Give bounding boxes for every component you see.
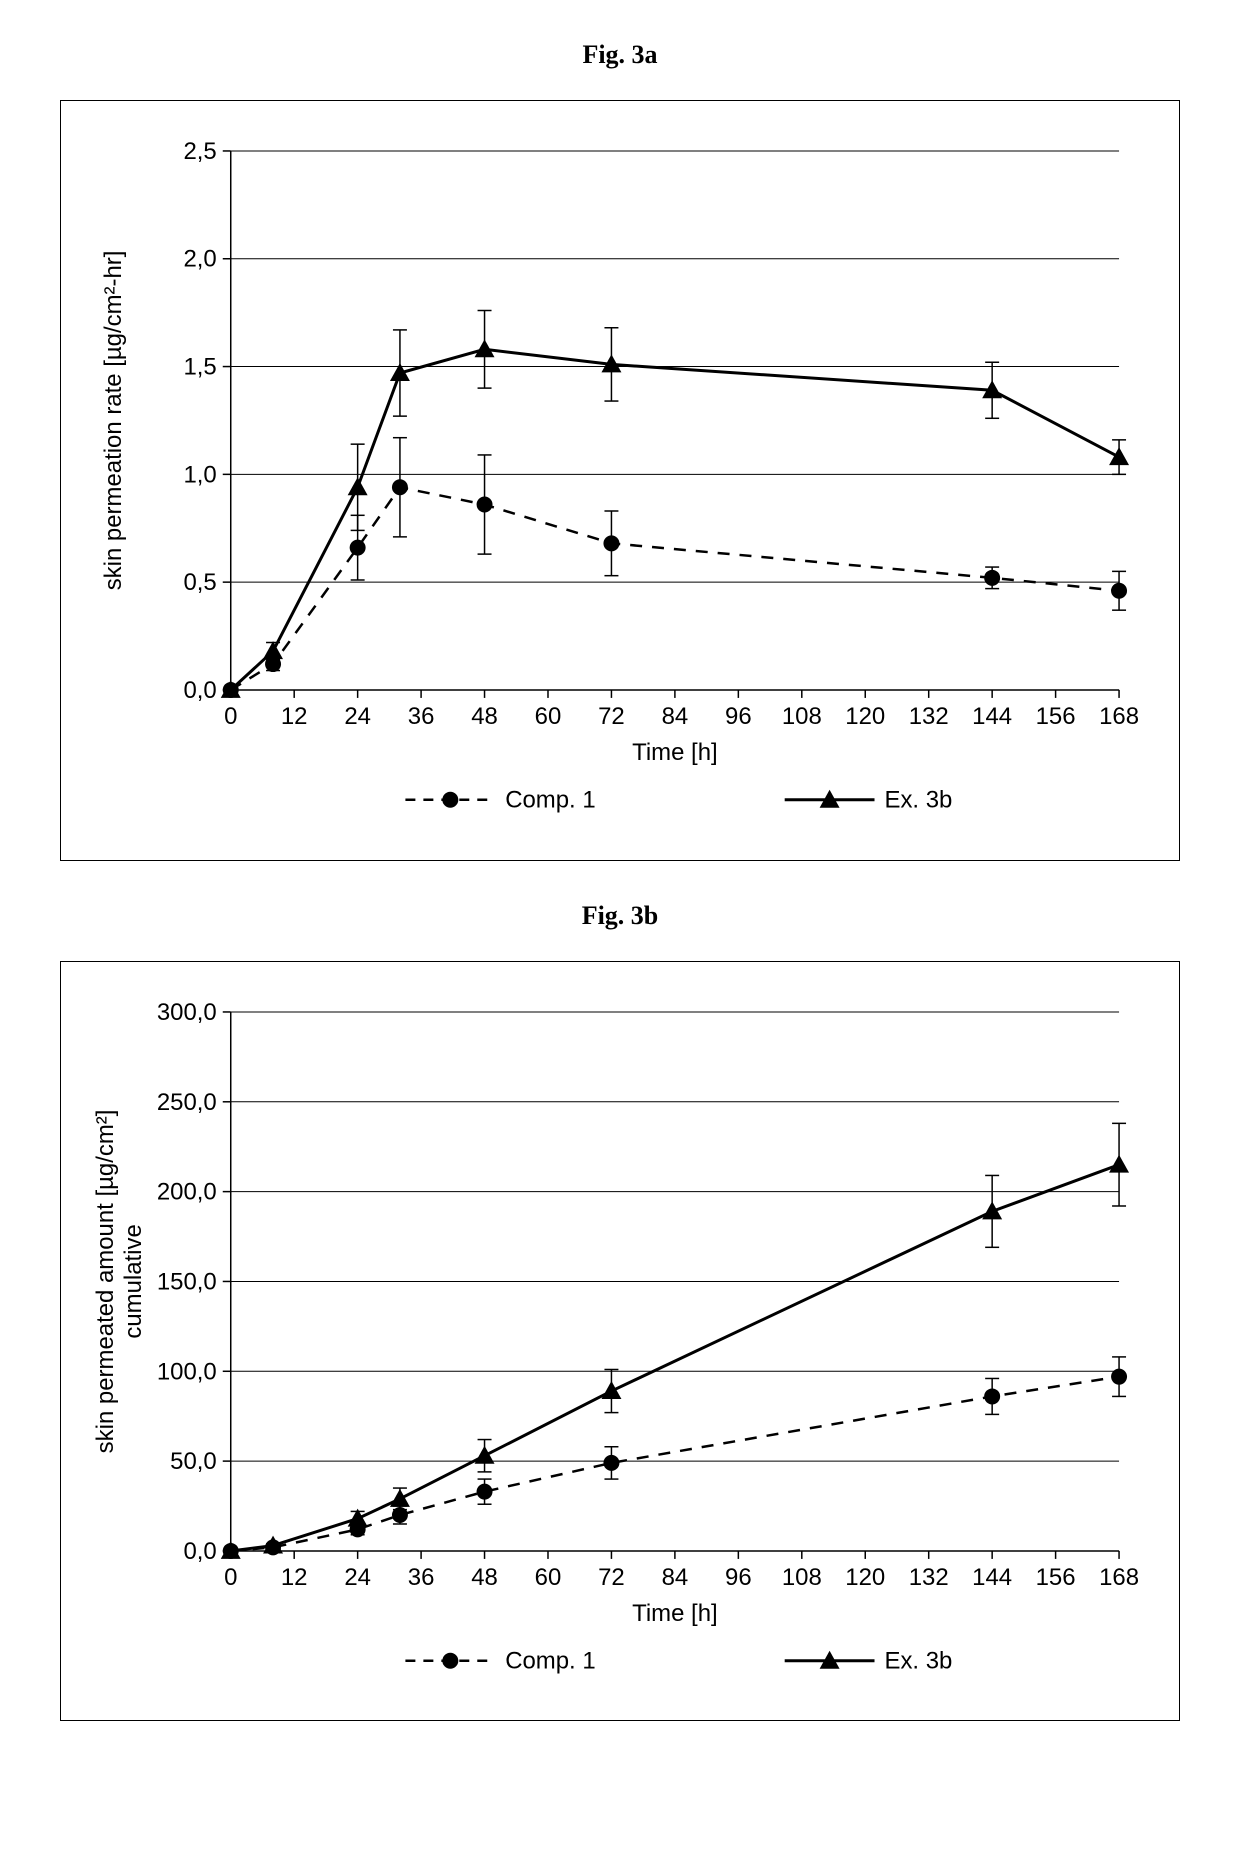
svg-text:48: 48 <box>471 703 498 730</box>
svg-text:168: 168 <box>1099 703 1139 730</box>
svg-text:skin permeated amount [µg/cm²]: skin permeated amount [µg/cm²] <box>92 1109 119 1453</box>
svg-text:24: 24 <box>344 703 371 730</box>
svg-text:Ex. 3b: Ex. 3b <box>884 1647 952 1674</box>
svg-text:36: 36 <box>408 1564 435 1591</box>
svg-text:156: 156 <box>1036 1564 1076 1591</box>
svg-text:144: 144 <box>972 1564 1012 1591</box>
svg-text:24: 24 <box>344 1564 371 1591</box>
svg-text:Time [h]: Time [h] <box>632 1599 718 1626</box>
svg-text:84: 84 <box>662 1564 689 1591</box>
svg-text:2,0: 2,0 <box>183 246 216 273</box>
svg-text:150,0: 150,0 <box>157 1268 217 1295</box>
svg-text:36: 36 <box>408 703 435 730</box>
svg-text:250,0: 250,0 <box>157 1088 217 1115</box>
svg-text:72: 72 <box>598 1564 625 1591</box>
svg-text:84: 84 <box>662 703 689 730</box>
svg-text:50,0: 50,0 <box>170 1448 217 1475</box>
svg-text:100,0: 100,0 <box>157 1358 217 1385</box>
svg-text:0,0: 0,0 <box>183 677 216 704</box>
svg-text:144: 144 <box>972 703 1012 730</box>
svg-text:0,5: 0,5 <box>183 569 216 596</box>
chart-b: 0 12 24 36 48 60 72 84 96 108 120 132 144 156 168 0,0 50… <box>91 992 1149 1701</box>
svg-text:108: 108 <box>782 1564 822 1591</box>
svg-text:0: 0 <box>224 703 237 730</box>
svg-text:12: 12 <box>281 703 308 730</box>
svg-text:300,0: 300,0 <box>157 999 217 1026</box>
svg-text:cumulative: cumulative <box>120 1224 147 1338</box>
svg-text:72: 72 <box>598 703 625 730</box>
svg-text:Comp. 1: Comp. 1 <box>505 787 595 814</box>
svg-text:0,0: 0,0 <box>183 1538 216 1565</box>
svg-text:2,5: 2,5 <box>183 138 216 165</box>
chart-a: 0 12 24 36 48 60 72 84 96 108 120 132 144 156 168 0,0 0,… <box>91 131 1149 840</box>
svg-text:200,0: 200,0 <box>157 1178 217 1205</box>
svg-text:Comp. 1: Comp. 1 <box>505 1647 595 1674</box>
svg-text:120: 120 <box>845 703 885 730</box>
svg-text:60: 60 <box>535 1564 562 1591</box>
svg-text:132: 132 <box>909 703 949 730</box>
svg-text:1,0: 1,0 <box>183 461 216 488</box>
svg-text:12: 12 <box>281 1564 308 1591</box>
svg-text:60: 60 <box>535 703 562 730</box>
chart-a-container: 0 12 24 36 48 60 72 84 96 108 120 132 144 156 168 0,0 0,… <box>60 100 1180 861</box>
svg-text:skin permeation rate [µg/cm²-h: skin permeation rate [µg/cm²-hr] <box>100 251 127 591</box>
svg-text:96: 96 <box>725 703 752 730</box>
svg-text:132: 132 <box>909 1564 949 1591</box>
svg-text:156: 156 <box>1036 703 1076 730</box>
svg-text:168: 168 <box>1099 1564 1139 1591</box>
svg-text:96: 96 <box>725 1564 752 1591</box>
svg-text:Ex. 3b: Ex. 3b <box>884 787 952 814</box>
figure-a-title: Fig. 3a <box>20 40 1220 70</box>
svg-text:0: 0 <box>224 1564 237 1591</box>
svg-text:1,5: 1,5 <box>183 354 216 381</box>
svg-text:48: 48 <box>471 1564 498 1591</box>
svg-text:108: 108 <box>782 703 822 730</box>
svg-text:Time [h]: Time [h] <box>632 739 718 766</box>
figure-b-title: Fig. 3b <box>20 901 1220 931</box>
chart-b-container: 0 12 24 36 48 60 72 84 96 108 120 132 144 156 168 0,0 50… <box>60 961 1180 1722</box>
svg-text:120: 120 <box>845 1564 885 1591</box>
